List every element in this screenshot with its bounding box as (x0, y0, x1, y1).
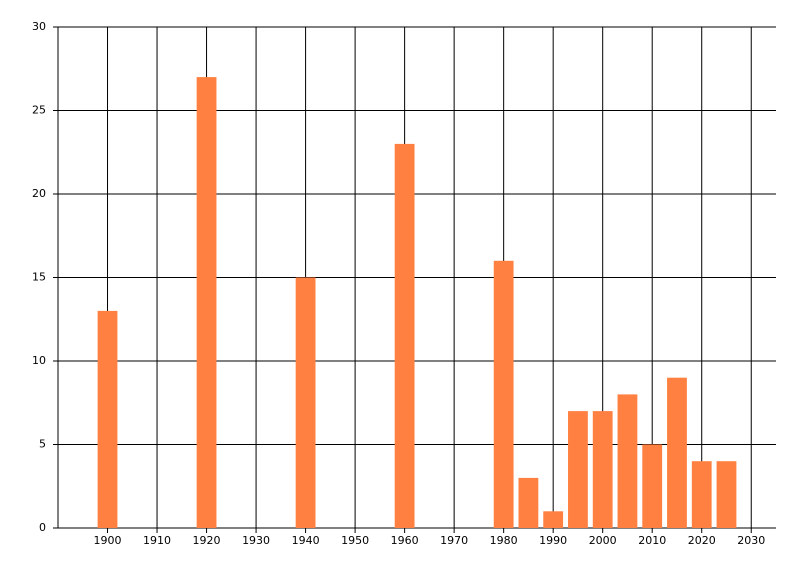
bar (493, 260, 514, 528)
bar (667, 377, 687, 528)
bar (196, 77, 217, 528)
x-tick-label: 1990 (539, 534, 567, 547)
x-tick-label: 1920 (193, 534, 221, 547)
bar (642, 444, 663, 528)
bar (592, 411, 613, 528)
y-tick-label: 25 (32, 104, 46, 117)
y-tick-label: 5 (39, 438, 46, 451)
bar (543, 511, 564, 528)
bar (691, 461, 712, 528)
x-tick-label: 2030 (737, 534, 765, 547)
bar (716, 461, 737, 528)
bar (394, 143, 415, 528)
bar (295, 277, 316, 528)
x-tick-label: 2020 (688, 534, 716, 547)
y-tick-label: 10 (32, 354, 46, 367)
x-tick-label: 2010 (638, 534, 666, 547)
y-tick-label: 15 (32, 271, 46, 284)
bar (617, 394, 638, 528)
x-tick-label: 1940 (292, 534, 320, 547)
y-tick-label: 20 (32, 187, 46, 200)
x-tick-label: 1970 (440, 534, 468, 547)
x-tick-label: 2000 (589, 534, 617, 547)
x-tick-label: 1980 (490, 534, 518, 547)
x-tick-label: 1930 (242, 534, 270, 547)
bar (568, 411, 588, 528)
x-tick-label: 1950 (341, 534, 369, 547)
y-tick-label: 30 (32, 20, 46, 33)
bar (518, 477, 539, 528)
bar (97, 310, 118, 528)
x-tick-label: 1910 (143, 534, 171, 547)
y-tick-label: 0 (39, 521, 46, 534)
x-tick-label: 1960 (391, 534, 419, 547)
x-tick-label: 1900 (94, 534, 122, 547)
